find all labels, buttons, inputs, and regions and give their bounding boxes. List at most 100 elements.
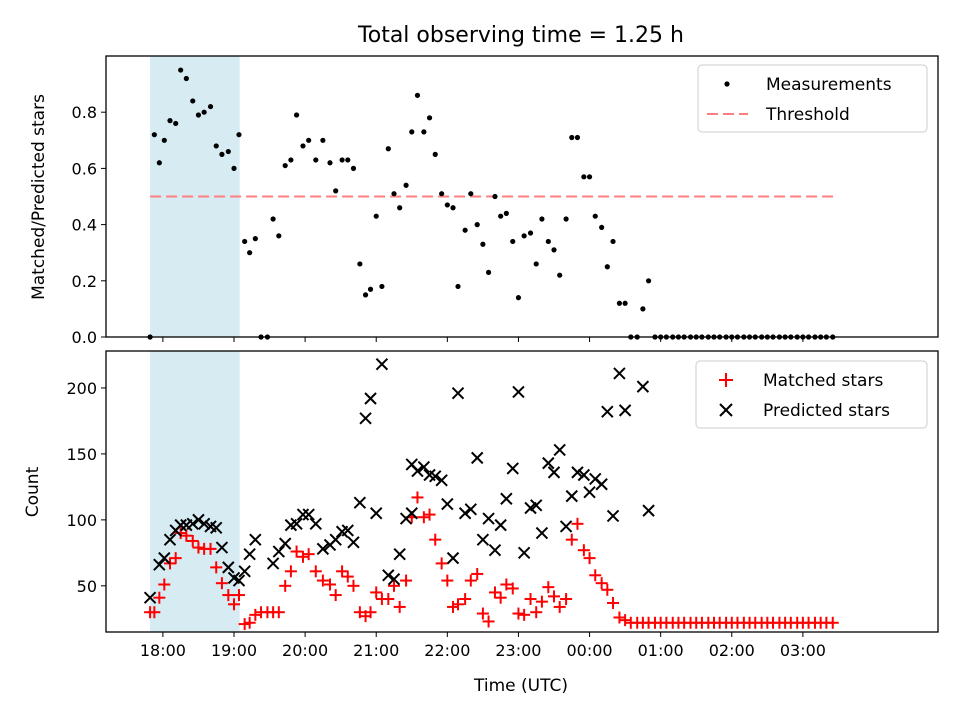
y-tick-label: 0.4 [72,216,97,235]
matched-star-point [347,579,360,592]
matched-star-point [228,598,240,611]
predicted-star-point [435,474,448,487]
predicted-star-point [500,492,513,505]
predicted-star-point [387,573,401,586]
predicted-star-point [153,558,166,571]
measurement-point [485,269,492,275]
legend-predicted-marker [719,403,733,417]
measurement-point [379,283,385,290]
measurement-point [362,292,369,298]
predicted-star-point [296,508,310,521]
x-tick-label: 23:00 [495,641,541,660]
matched-star-point [535,595,548,608]
measurement-point [313,157,319,163]
predicted-star-point [329,533,342,546]
measurement-point [586,174,593,180]
matched-star-point [411,491,424,504]
measurement-point [236,132,242,138]
measurement-point [409,129,415,135]
x-tick-label: 00:00 [567,641,613,660]
predicted-star-point [158,551,171,565]
matched-star-point [542,581,555,594]
matched-star-point [482,615,495,628]
measurement-point [151,132,157,138]
predicted-star-point [393,547,406,561]
matched-star-point [471,567,484,580]
matched-star-point [571,517,584,530]
y-tick-label: 0.8 [72,103,97,122]
predicted-star-point [517,546,531,560]
measurement-point [357,261,363,267]
predicted-star-point [446,551,460,565]
predicted-star-point [163,533,177,546]
matched-star-point [560,593,573,606]
predicted-star-point [174,518,187,532]
chart-title: Total observing time = 1.25 h [357,23,684,48]
predicted-star-point [553,443,566,457]
matched-star-point [180,529,193,542]
x-tick-label: 01:00 [638,641,684,660]
measurement-point [610,238,616,245]
measurement-point [432,151,438,157]
x-tick-label: 20:00 [282,641,328,660]
x-tick-label: 22:00 [424,641,470,660]
measurement-point [551,247,557,253]
measurement-point [444,202,450,208]
predicted-star-point [618,404,632,417]
predicted-star-point [222,561,235,574]
predicted-star-point [451,387,465,400]
count-y-axis-label: Count [23,466,43,517]
matched-star-point [290,545,303,558]
matched-star-point [400,574,413,587]
legend-threshold-label: Threshold [765,105,850,125]
predicted-star-point [302,508,315,521]
matched-star-point [476,607,489,620]
measurement-point [533,261,539,267]
predicted-star-point [606,509,620,523]
x-tick-label: 02:00 [709,641,755,660]
predicted-star-point [210,521,223,534]
predicted-star-point [143,591,157,604]
measurement-point [161,137,167,143]
ratio-legend: Measurements Threshold [697,64,928,133]
predicted-star-point [577,468,591,482]
matched-star-point [158,578,171,591]
x-tick-label: 18:00 [140,641,186,660]
matched-star-point [316,574,329,587]
measurement-point [178,67,184,73]
matched-star-point [452,598,464,611]
measurement-point [247,250,253,256]
predicted-star-point [243,547,256,561]
measurement-point [306,137,312,143]
measurement-point [574,134,581,141]
matched-star-point [524,593,537,606]
matched-star-point [309,565,322,578]
ratio-legend-box [697,64,928,133]
measurement-point [207,103,214,110]
measurement-point [173,120,179,127]
matched-star-point [302,548,315,561]
predicted-star-point [353,496,367,509]
matched-star-point [153,591,166,604]
measurement-point [492,193,498,200]
matched-star-point [488,586,501,599]
predicted-star-point [583,485,596,499]
measurement-point [545,238,551,245]
legend-matched-label: Matched stars [763,371,883,391]
predicted-star-point [565,489,578,503]
matched-star-point [435,557,448,570]
ratio-shaded-region [150,56,240,337]
predicted-star-point [636,380,650,393]
measurement-point [293,112,300,118]
matched-star-point [506,582,519,595]
predicted-star-point [494,518,507,532]
predicted-star-point [215,541,229,554]
measurement-point [190,98,196,104]
measurement-point [455,283,461,290]
predicted-star-point [642,504,655,517]
count-plot-frame [105,350,939,633]
predicted-star-point [411,464,424,478]
predicted-star-point [613,367,626,380]
legend-matched-marker [719,373,733,387]
measurement-point [225,148,231,155]
